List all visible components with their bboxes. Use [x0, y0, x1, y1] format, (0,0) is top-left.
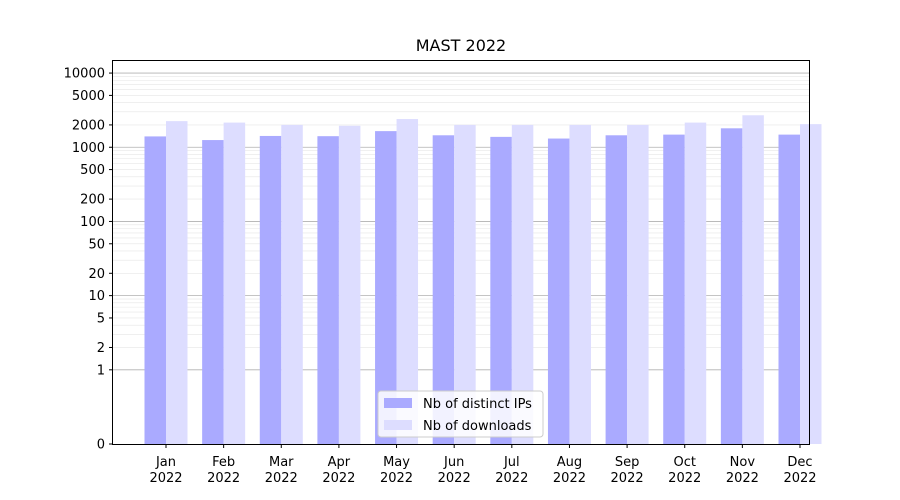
y-tick-label: 200: [80, 193, 105, 208]
legend-box: [377, 390, 544, 438]
y-tick-label: 10: [88, 289, 105, 304]
bar-downloads: [396, 119, 419, 444]
y-tick-label: 1000: [72, 141, 105, 156]
bar-downloads: [454, 124, 476, 444]
bar-distinct-ips: [720, 128, 743, 444]
x-tick-label: Mar 2022: [265, 455, 298, 486]
bar-distinct-ips: [375, 131, 397, 444]
bar-downloads: [166, 121, 188, 444]
x-tick-label: Dec 2022: [783, 455, 816, 486]
bars: [144, 115, 822, 445]
x-tick-label: Jan 2022: [149, 455, 182, 486]
bar-downloads: [569, 124, 591, 444]
x-tick-label: Jun 2022: [438, 455, 471, 486]
bar-distinct-ips: [432, 135, 455, 444]
chart-title: MAST 2022: [416, 36, 506, 55]
bar-distinct-ips: [490, 136, 512, 445]
bar-distinct-ips: [202, 140, 224, 444]
bar-downloads: [800, 124, 822, 445]
x-tick-label: Jul 2022: [495, 455, 528, 486]
bar-downloads: [511, 124, 534, 444]
y-tick-label: 5: [97, 311, 105, 326]
y-tick-label: 5000: [72, 89, 105, 104]
y-axis-ticks: 0 1 2 5 10 20 50 100 200 500 1000 2000 5000 10000: [64, 67, 113, 453]
legend-swatch-ips: [384, 398, 412, 408]
bar-distinct-ips: [778, 134, 800, 444]
bar-distinct-ips: [663, 134, 685, 444]
y-tick-label: 2: [97, 341, 105, 356]
bar-downloads: [627, 124, 649, 444]
y-tick-label: 100: [80, 215, 105, 230]
bar-downloads: [338, 125, 361, 445]
bar-downloads: [742, 115, 764, 444]
bar-distinct-ips: [547, 138, 570, 444]
legend-label-downloads: Nb of downloads: [423, 419, 532, 434]
y-tick-label: 50: [88, 237, 105, 252]
y-tick-label: 2000: [72, 118, 105, 133]
y-tick-label: 500: [80, 163, 105, 178]
x-tick-label: Nov 2022: [726, 455, 759, 486]
bar-downloads: [281, 124, 303, 444]
x-tick-label: Aug 2022: [553, 455, 586, 486]
x-tick-label: Oct 2022: [668, 455, 701, 486]
bar-distinct-ips: [144, 136, 166, 444]
bar-downloads: [223, 122, 246, 444]
legend-swatch-downloads: [384, 420, 412, 430]
x-tick-label: Feb 2022: [207, 455, 240, 486]
y-tick-label: 0: [97, 438, 105, 453]
bar-distinct-ips: [317, 136, 339, 444]
x-tick-label: May 2022: [380, 455, 413, 486]
plot-frame: [112, 60, 810, 445]
x-tick-label: Sep 2022: [611, 455, 644, 486]
legend[interactable]: Nb of distinct IPs Nb of downloads: [377, 390, 544, 438]
y-tick-label: 1: [97, 363, 105, 378]
x-tick-label: Apr 2022: [322, 455, 355, 486]
y-tick-label: 20: [88, 267, 105, 282]
bar-downloads: [684, 122, 707, 444]
bar-distinct-ips: [605, 135, 628, 444]
bar-distinct-ips: [259, 135, 282, 444]
x-axis-ticks: Jan 2022 Feb 2022 Mar 2022 Apr 2022 May 2022 Jun 20…: [149, 444, 817, 486]
legend-label-ips: Nb of distinct IPs: [423, 397, 532, 412]
y-tick-label: 10000: [64, 67, 105, 82]
